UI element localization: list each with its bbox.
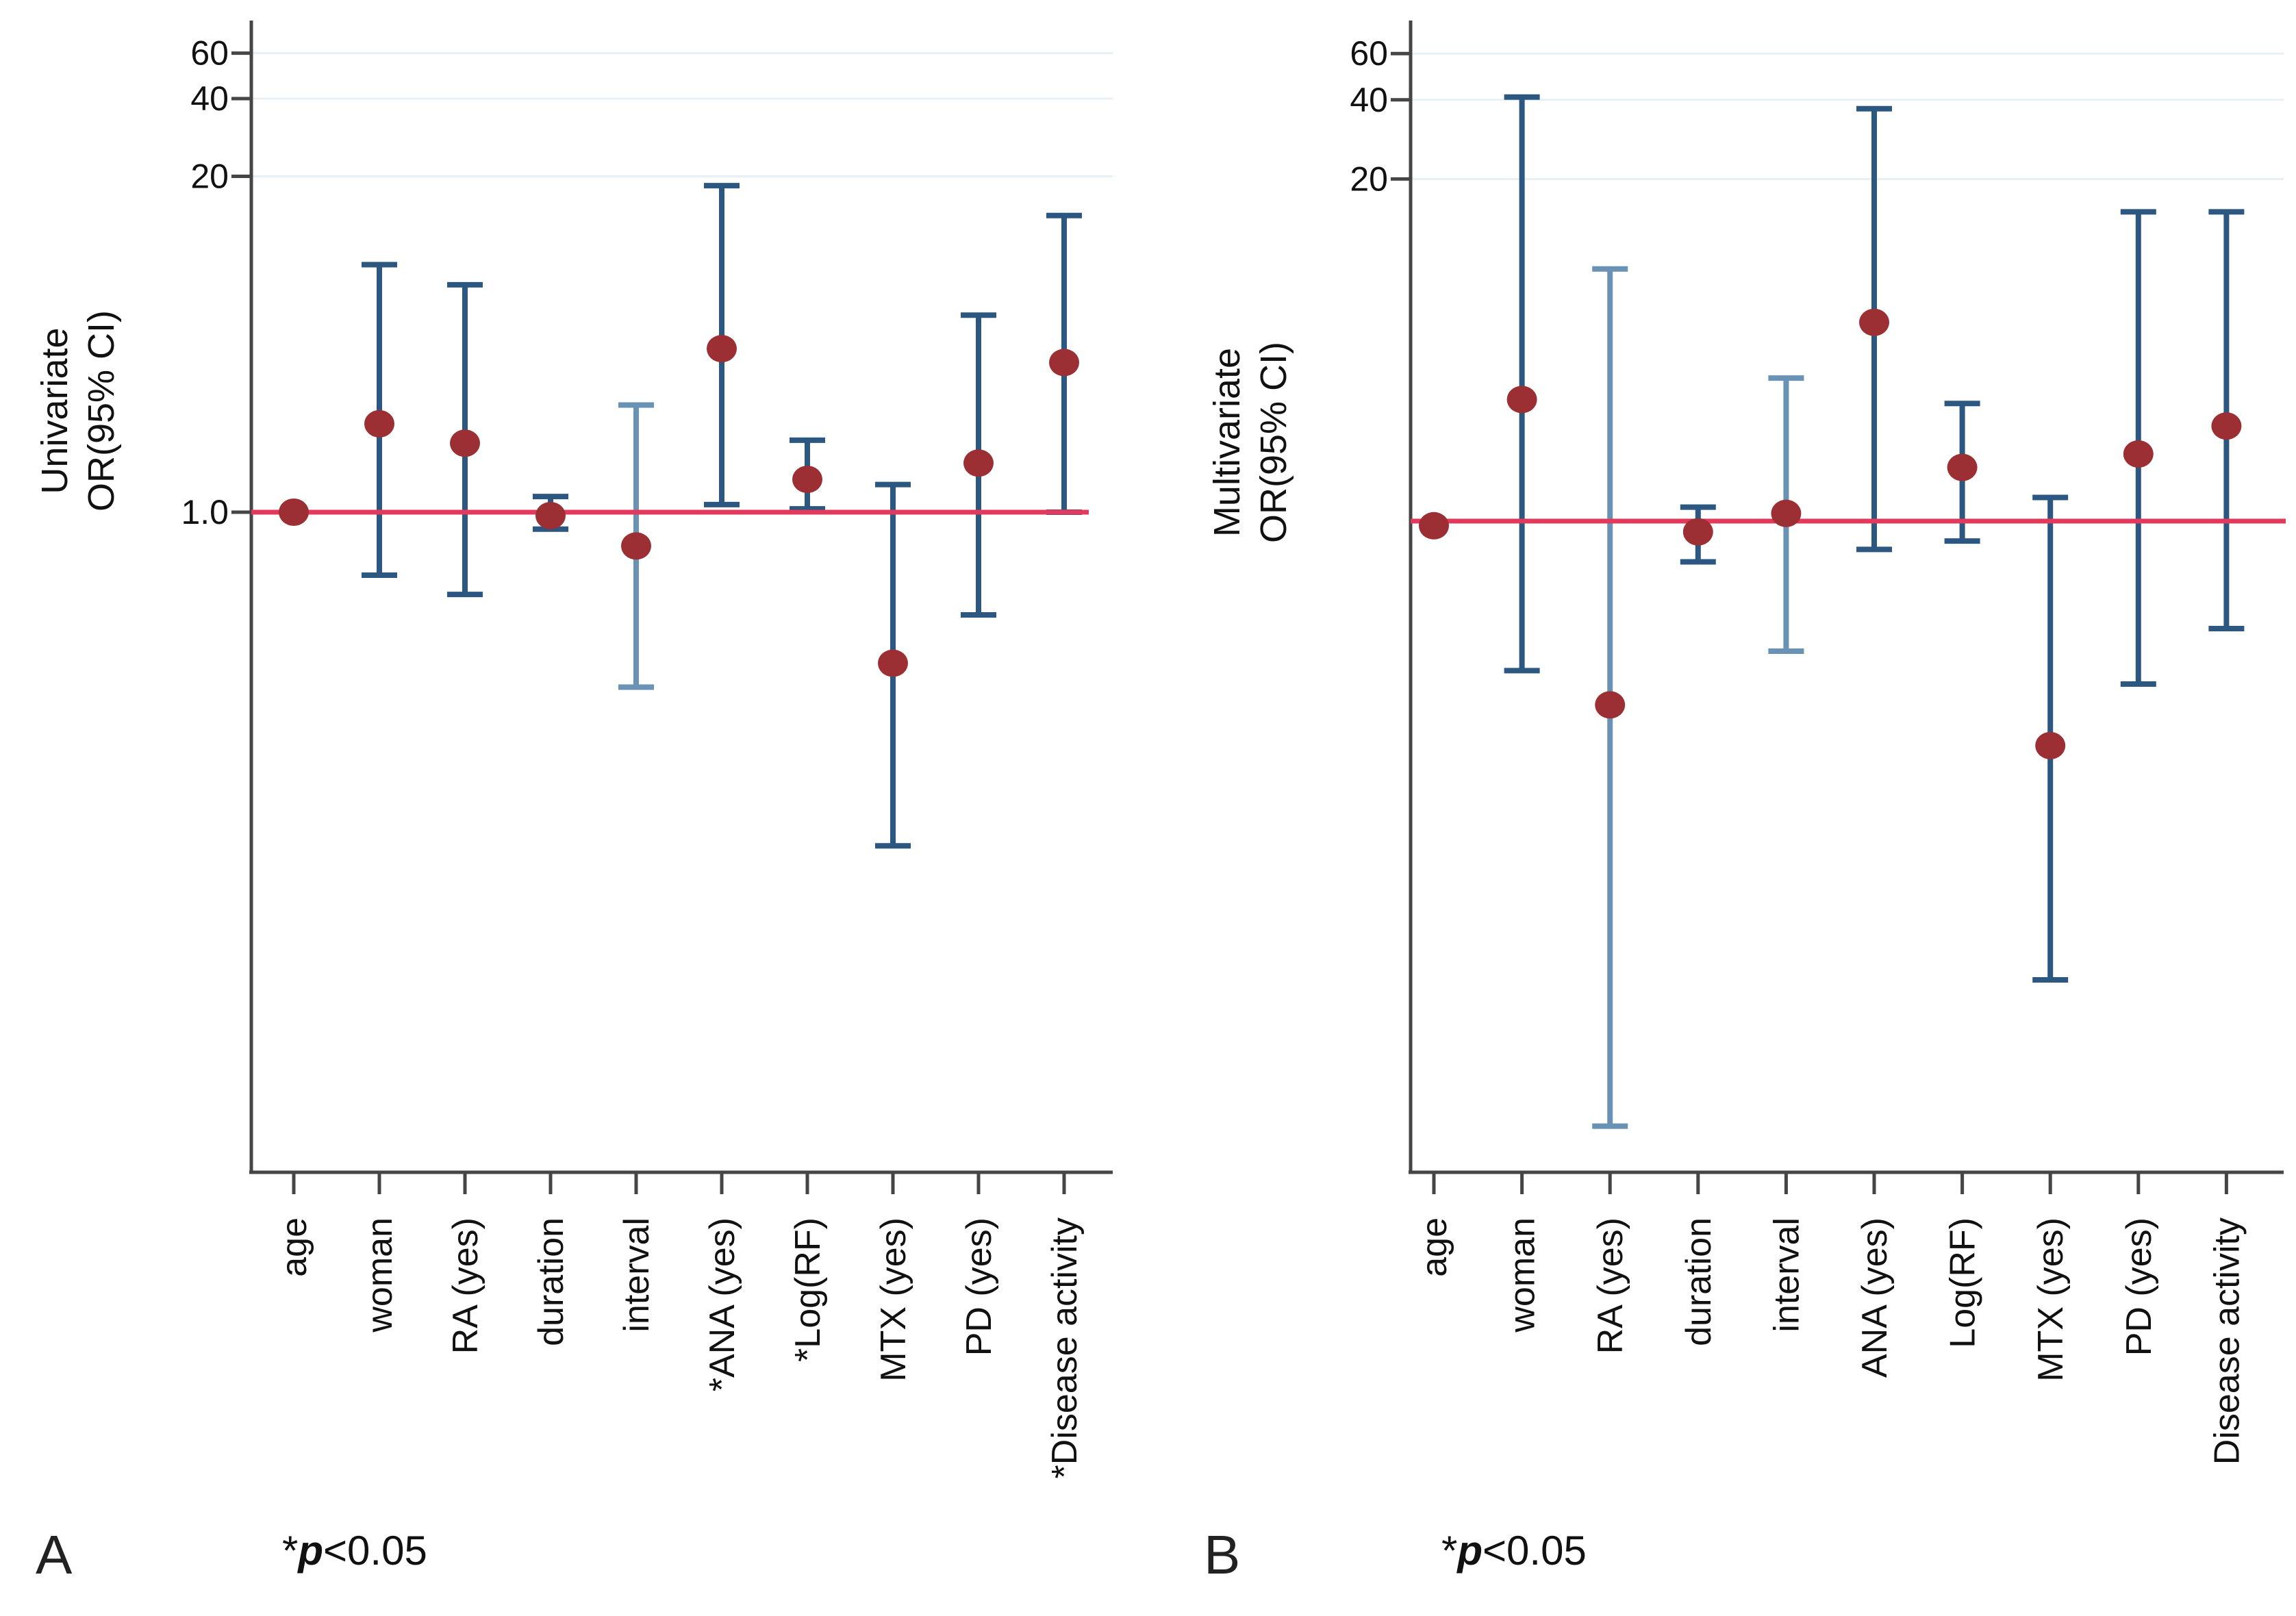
panel-a-y-tick-label: 20 [190, 157, 229, 196]
panel-b-or-marker-interval [1771, 499, 1802, 527]
panel-a-or-marker-log-rf [792, 466, 822, 494]
panel-b-y-tick-label: 20 [1350, 160, 1388, 198]
panel-a-x-category-label-log-rf: *Log(RF) [788, 1217, 828, 1362]
panel-b-footnote: *p<0.05 [1441, 1527, 1587, 1574]
panel-b-x-category-label-log-rf: Log(RF) [1943, 1217, 1983, 1348]
panel-a-y-axis-title-line1: Univariate [34, 327, 75, 494]
panel-a-x-category-label-ana-yes: *ANA (yes) [703, 1217, 742, 1391]
panel-b-y-axis-title-line1: Multivariate [1207, 347, 1248, 538]
panel-a-y-axis-title-line2: OR(95% CI) [81, 310, 122, 512]
panel-b-letter: B [1204, 1524, 1241, 1585]
panel-b-x-category-label-interval: interval [1767, 1217, 1806, 1333]
panel-b-x-category-label-ana-yes: ANA (yes) [1855, 1217, 1895, 1378]
panel-a-or-marker-disease-activity [1049, 349, 1079, 377]
panel-a-footnote: *p<0.05 [282, 1527, 427, 1574]
panel-a-letter: A [36, 1524, 73, 1585]
panel-b-x-category-label-woman: woman [1503, 1217, 1543, 1333]
panel-a-footnote-rest: <0.05 [323, 1528, 427, 1574]
panel-a-x-category-label-disease-activity: *Disease activity [1045, 1217, 1085, 1478]
panel-a-y-tick-label: 60 [190, 34, 229, 73]
panel-a-or-marker-woman [364, 409, 394, 438]
panel-a-y-tick-label: 40 [190, 79, 229, 118]
panel-b-y-axis-title-line2: OR(95% CI) [1253, 341, 1294, 544]
panel-b-x-category-label-age: age [1415, 1217, 1454, 1277]
panel-a-or-marker-duration [535, 501, 566, 529]
panel-a-x-category-label-age: age [275, 1217, 314, 1277]
panel-b-x-category-label-mtx-yes: MTX (yes) [2031, 1217, 2071, 1382]
panel-b-x-category-label-disease-activity: Disease activity [2207, 1217, 2247, 1465]
panel-b-or-marker-duration [1682, 518, 1713, 546]
panel-b-or-marker-disease-activity [2211, 412, 2242, 440]
panel-b-footnote-p: p [1457, 1528, 1483, 1574]
panel-b-x-category-label-ra-yes: RA (yes) [1591, 1217, 1630, 1354]
panel-a-x-category-label-interval: interval [617, 1217, 657, 1333]
panel-b-y-tick-label: 60 [1350, 34, 1388, 73]
panel-a-x-category-label-woman: woman [360, 1217, 400, 1333]
panel-a-x-category-label-pd-yes: PD (yes) [959, 1217, 999, 1356]
panel-b-or-marker-pd-yes [2123, 440, 2154, 468]
panel-a-or-marker-interval [621, 532, 651, 560]
panel-a-footnote-p: p [298, 1528, 324, 1574]
panel-b-or-marker-ra-yes [1595, 691, 1626, 719]
panel-a-x-category-label-ra-yes: RA (yes) [446, 1217, 485, 1354]
panel-b-or-marker-log-rf [1947, 453, 1978, 481]
panel-b-or-marker-woman [1506, 386, 1537, 414]
panel-b-or-marker-age [1419, 512, 1449, 540]
panel-b-or-marker-mtx-yes [2035, 731, 2066, 759]
panel-a-footnote-star: * [282, 1528, 299, 1574]
panel-a-or-marker-mtx-yes [878, 649, 908, 677]
panel-a-or-marker-ana-yes [707, 335, 737, 363]
panel-a-x-category-label-mtx-yes: MTX (yes) [874, 1217, 913, 1382]
panel-b-footnote-rest: <0.05 [1483, 1528, 1587, 1574]
panel-a-or-marker-ra-yes [450, 429, 480, 457]
panel-b-footnote-star: * [1441, 1528, 1458, 1574]
panel-a-x-category-label-duration: duration [531, 1217, 571, 1346]
panel-b-x-category-label-duration: duration [1679, 1217, 1719, 1346]
panel-b-y-tick-label: 40 [1350, 81, 1388, 119]
panel-a-or-marker-pd-yes [963, 449, 994, 477]
panel-a-y-tick-label: 1.0 [181, 493, 229, 531]
panel-a-or-marker-age [279, 498, 309, 526]
panel-b-x-category-label-pd-yes: PD (yes) [2119, 1217, 2159, 1356]
panel-b-or-marker-ana-yes [1859, 308, 1889, 336]
